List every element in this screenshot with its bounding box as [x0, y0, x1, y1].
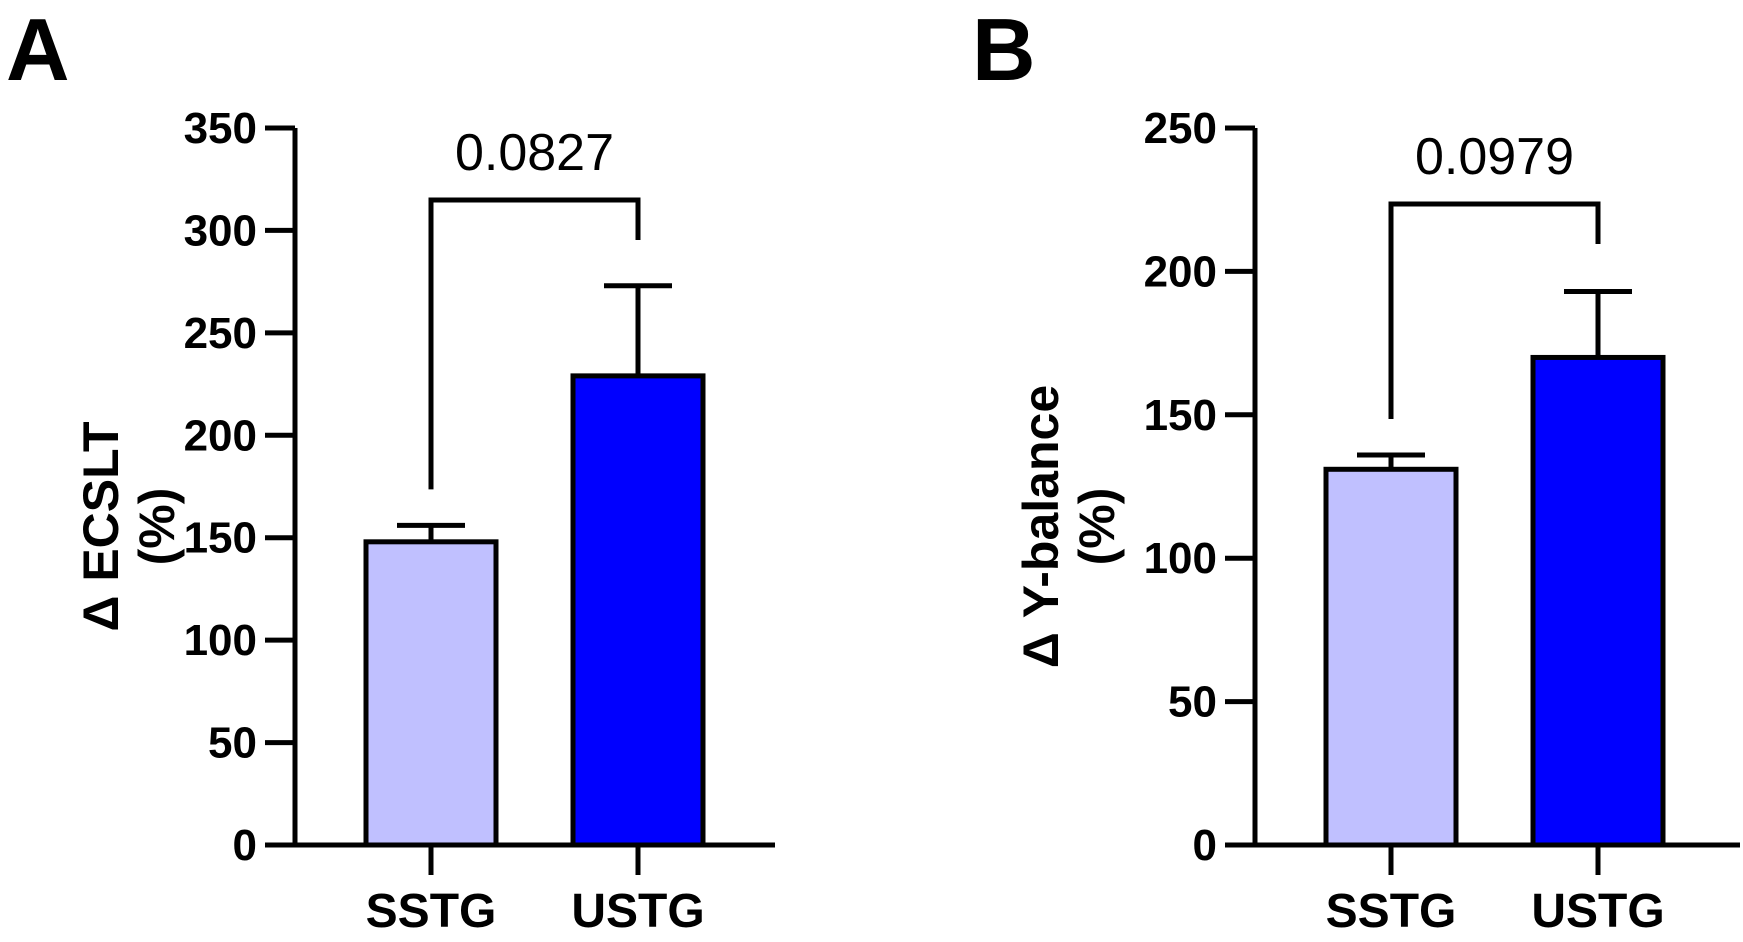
bar-sstg	[363, 539, 499, 848]
panel-a: A 0 50 100 150 200 250 300 350 SSTG USTG 0.0827 Δ E…	[6, 0, 775, 938]
x-tick-label-ustg: USTG	[1531, 885, 1664, 938]
y-tick-label: 50	[208, 719, 257, 768]
panel-a-letter: A	[6, 0, 70, 99]
y-axis-title: Δ Y-balance(%)	[1013, 385, 1125, 668]
y-axis-title-line: Δ Y-balance	[1013, 385, 1069, 668]
y-tick-label: 0	[233, 821, 257, 870]
y-tick-label: 150	[1144, 391, 1217, 440]
y-tick-label: 0	[1193, 821, 1217, 870]
p-value-label: 0.0979	[1415, 128, 1574, 186]
y-tick-label: 50	[1168, 678, 1217, 727]
y-tick-label: 100	[184, 616, 257, 665]
y-axis-title: Δ ECSLT(%)	[73, 421, 185, 631]
bar-ustg	[570, 373, 706, 848]
y-axis-title-line: (%)	[1069, 488, 1125, 566]
y-axis-title-line: (%)	[129, 488, 185, 566]
y-tick-label: 200	[1144, 247, 1217, 296]
panel-b: B 0 50 100 150 200 250 SSTG USTG 0.0979 Δ Y-balan…	[972, 0, 1740, 938]
y-tick-label: 150	[184, 514, 257, 563]
y-tick-label: 250	[1144, 104, 1217, 153]
y-tick-label: 250	[184, 309, 257, 358]
y-tick-label: 350	[184, 104, 257, 153]
x-tick-label-sstg: SSTG	[1326, 885, 1457, 938]
y-tick-label: 200	[184, 411, 257, 460]
y-tick-label: 100	[1144, 534, 1217, 583]
significance-bracket	[1388, 201, 1601, 419]
significance-bracket	[428, 197, 641, 490]
x-tick-label-sstg: SSTG	[366, 885, 497, 938]
bar-sstg	[1323, 466, 1459, 848]
y-axis-title-line: Δ ECSLT	[73, 421, 129, 631]
bar-ustg	[1530, 354, 1666, 848]
x-tick-label-ustg: USTG	[571, 885, 704, 938]
y-tick-label: 300	[184, 206, 257, 255]
p-value-label: 0.0827	[455, 124, 614, 182]
panel-b-letter: B	[972, 0, 1036, 99]
